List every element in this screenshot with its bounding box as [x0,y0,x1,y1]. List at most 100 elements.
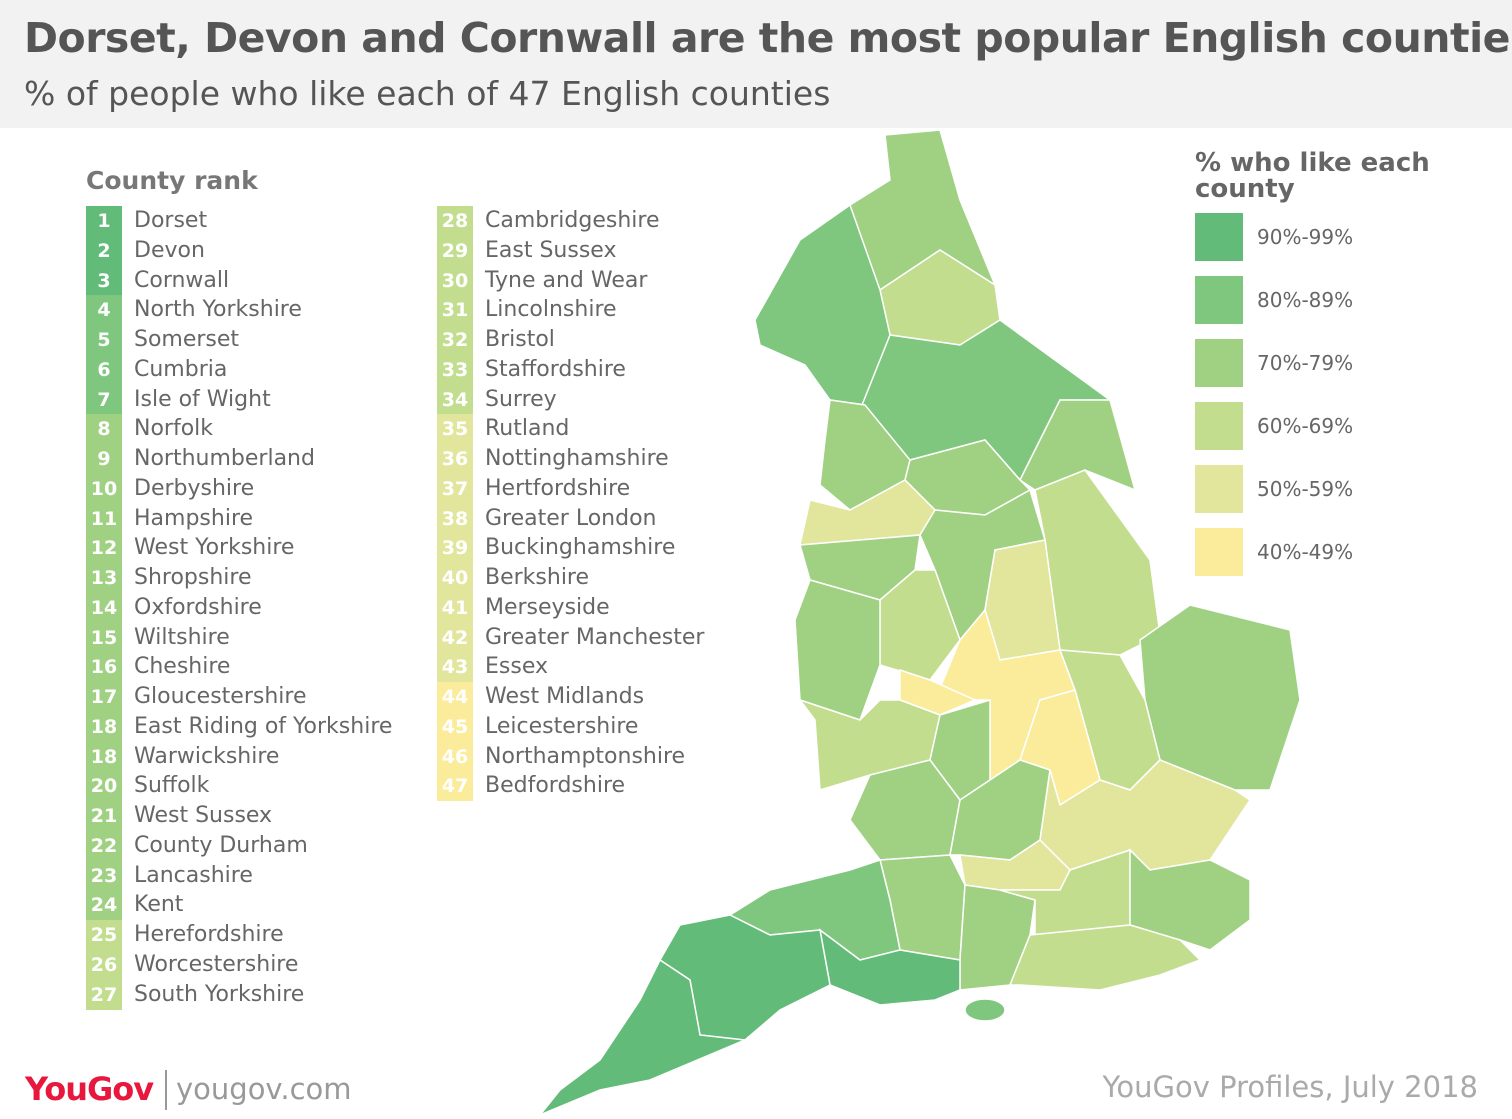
rank-number: 17 [86,682,122,712]
region [1008,924,1202,991]
legend-label: 60%-69% [1257,414,1354,438]
county-name: Lancashire [134,862,253,888]
county-name: East Sussex [485,237,617,263]
county-name: Leicestershire [485,713,639,739]
county-name: Cumbria [134,356,228,382]
rank-number: 36 [437,444,473,474]
rank-number: 2 [86,235,122,266]
legend-label: 90%-99% [1257,225,1354,249]
rank-number: 39 [437,533,473,564]
rank-number: 34 [437,384,473,415]
rank-number: 6 [86,354,122,385]
legend-title: % who like each county [1195,148,1430,204]
county-name: Devon [134,237,205,263]
rank-number: 4 [86,295,122,326]
legend-swatch [1195,213,1243,261]
rank-number: 11 [86,503,122,534]
county-name: West Sussex [134,803,273,828]
rank-number: 22 [86,830,122,861]
county-name: East Riding of Yorkshire [134,713,393,739]
rank-number: 20 [86,771,122,802]
subtitle: % of people who like each of 47 English … [24,74,831,113]
county-name: West Midlands [485,684,645,709]
region [794,579,881,721]
separator [165,1070,167,1110]
rank-number: 38 [437,503,473,534]
county-name: West Yorkshire [134,535,295,561]
county-name: County Durham [134,832,308,858]
county-name: Kent [134,892,184,918]
rank-number: 42 [437,622,473,653]
logo: YouGov [25,1070,154,1108]
county-name: Staffordshire [485,356,626,382]
rank-number: 12 [86,533,122,564]
county-name: Bristol [485,327,555,352]
county-name: Bedfordshire [485,773,626,799]
rank-number: 29 [437,235,473,266]
county-name: Herefordshire [134,922,284,947]
county-name: Shropshire [134,565,252,590]
county-name: Cambridgeshire [485,208,660,233]
county-name: Norfolk [134,416,214,442]
region [899,668,977,716]
rank-number: 26 [86,949,122,980]
header [0,0,1512,128]
county-name: Rutland [485,416,570,442]
rank-number: 14 [86,592,122,623]
rank-number: 43 [437,652,473,683]
rank-number: 46 [437,741,473,772]
rank-number: 30 [437,265,473,296]
legend-swatch [1195,465,1243,513]
county-name: Berkshire [485,565,590,590]
legend-label: 40%-49% [1257,540,1354,564]
legend-label: 70%-79% [1257,351,1354,375]
legend-swatch [1195,402,1243,450]
region [754,203,891,406]
region [539,958,748,1116]
county-name: Oxfordshire [134,594,262,620]
county-name: North Yorkshire [134,297,302,323]
county-name: Lincolnshire [485,297,617,323]
rank-number: 45 [437,711,473,742]
county-name: Hampshire [134,505,254,531]
county-name: Surrey [485,386,557,412]
rank-number: 3 [86,265,122,296]
rank-number: 9 [86,444,122,474]
rank-number: 15 [86,622,122,653]
county-name: Merseyside [485,594,610,620]
rank-number: 27 [86,979,122,1010]
county-name: Dorset [134,208,208,233]
county-name: Hertfordshire [485,475,631,501]
county-name: Somerset [134,327,240,352]
county-name: Tyne and Wear [485,267,648,293]
rank-number: 10 [86,473,122,504]
legend-swatch [1195,276,1243,324]
rank-number: 47 [437,771,473,802]
rank-number: 37 [437,473,473,504]
region [964,998,1006,1022]
legend-label: 50%-59% [1257,477,1354,501]
county-name: Gloucestershire [134,684,307,709]
county-name: Cheshire [134,654,231,680]
rank-number: 18 [86,741,122,772]
region [959,884,1036,991]
county-name: Isle of Wight [134,386,271,412]
rank-number: 7 [86,384,122,415]
county-name: Northamptonshire [485,743,686,769]
county-name: Derbyshire [134,475,255,501]
rank-number: 41 [437,592,473,623]
legend-label: 80%-89% [1257,288,1354,312]
rank-number: 31 [437,295,473,326]
rank-number: 44 [437,682,473,712]
legend-swatch [1195,528,1243,576]
county-name: Suffolk [134,773,210,799]
rank-title: County rank [86,166,258,195]
rank-number: 5 [86,325,122,355]
rank-number: 16 [86,652,122,683]
county-name: Wiltshire [134,624,230,650]
rank-number: 1 [86,206,122,236]
county-name: Greater London [485,505,657,531]
site: yougov.com [176,1072,352,1106]
